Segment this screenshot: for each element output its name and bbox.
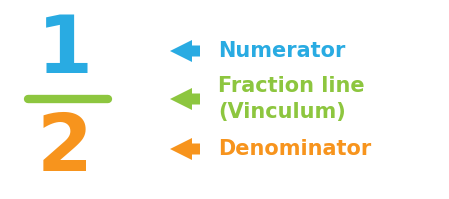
Text: 2: 2	[37, 110, 93, 188]
FancyArrow shape	[170, 138, 200, 160]
FancyArrow shape	[170, 88, 200, 110]
FancyArrow shape	[170, 40, 200, 62]
Text: Fraction line: Fraction line	[218, 76, 365, 96]
Text: Numerator: Numerator	[218, 41, 345, 61]
Text: Denominator: Denominator	[218, 139, 371, 159]
Text: (Vinculum): (Vinculum)	[218, 102, 346, 122]
Text: 1: 1	[37, 12, 93, 90]
